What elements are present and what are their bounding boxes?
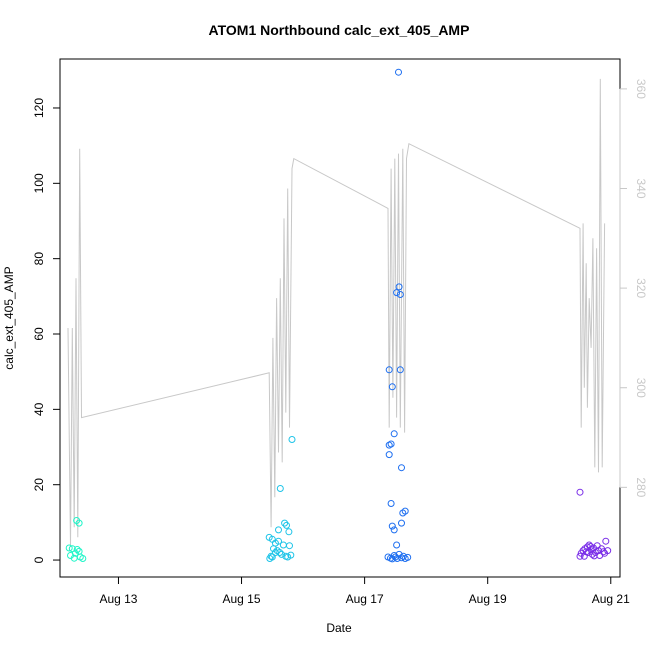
data-point <box>388 383 396 391</box>
data-point <box>65 544 73 552</box>
data-point <box>602 537 610 545</box>
chart-title: ATOM1 Northbound calc_ext_405_AMP <box>209 22 470 38</box>
y-tick-label: 0 <box>32 556 46 563</box>
data-point <box>396 291 404 298</box>
data-point <box>278 550 285 558</box>
data-point <box>385 366 393 374</box>
data-point <box>395 68 402 76</box>
data-point <box>285 528 293 536</box>
data-point <box>71 549 79 557</box>
x-axis: Aug 13 Aug 15 Aug 17 Aug 19 Aug 21 <box>99 576 630 606</box>
data-point <box>385 451 393 459</box>
x-tick-label: Aug 17 <box>346 592 384 606</box>
y-tick-label: 40 <box>32 402 46 416</box>
x-tick-label: Aug 15 <box>223 592 261 606</box>
points-layer <box>65 68 612 563</box>
y-tick-label: 20 <box>32 478 46 492</box>
data-point <box>401 507 409 515</box>
y2-tick-label: 300 <box>634 378 648 398</box>
data-point <box>388 522 396 530</box>
data-point <box>286 542 293 550</box>
y-axis-left: 0 20 40 60 80 100 120 <box>32 98 61 563</box>
x-axis-label: Date <box>326 621 352 635</box>
data-point <box>287 551 295 559</box>
x-tick-label: Aug 19 <box>469 592 507 606</box>
data-point <box>387 440 395 448</box>
data-point <box>404 553 412 561</box>
data-point <box>75 519 83 527</box>
data-point <box>283 521 290 529</box>
data-point <box>398 464 405 472</box>
x-tick-label: Aug 13 <box>99 592 137 606</box>
data-point <box>398 519 405 527</box>
data-point <box>393 289 401 297</box>
data-point <box>393 541 401 549</box>
series-line <box>67 78 606 548</box>
data-point <box>390 526 398 534</box>
y-tick-label: 100 <box>32 173 46 193</box>
x-tick-label: Aug 21 <box>592 592 630 606</box>
data-point <box>590 552 598 560</box>
y-tick-label: 60 <box>32 327 46 341</box>
data-point <box>584 549 592 556</box>
data-point <box>393 555 401 562</box>
y-axis-right: 280 300 320 340 360 <box>619 79 648 498</box>
y-tick-label: 120 <box>32 98 46 118</box>
data-point <box>576 488 584 496</box>
y2-tick-label: 340 <box>634 178 648 198</box>
data-point <box>271 549 279 556</box>
data-point <box>599 548 607 556</box>
data-point <box>580 552 588 560</box>
data-point <box>79 555 87 562</box>
y2-tick-label: 320 <box>634 278 648 298</box>
data-point <box>387 500 395 507</box>
data-point <box>276 549 284 556</box>
data-point <box>390 430 398 438</box>
plot-frame <box>59 58 621 578</box>
data-point <box>288 436 296 443</box>
y2-tick-label: 360 <box>634 79 648 99</box>
data-point <box>279 541 287 549</box>
right-axis-line-layer <box>67 78 606 548</box>
data-point <box>396 366 404 374</box>
y-tick-label: 80 <box>32 252 46 266</box>
data-point <box>399 552 407 560</box>
y-axis-label: calc_ext_405_AMP <box>2 266 16 369</box>
data-point <box>281 519 289 527</box>
data-point <box>73 546 81 553</box>
y2-tick-label: 280 <box>634 477 648 497</box>
data-point <box>604 547 612 555</box>
data-point <box>275 526 282 534</box>
data-point <box>276 485 284 492</box>
data-point <box>587 543 594 550</box>
data-point <box>395 283 403 291</box>
data-point <box>275 537 282 545</box>
